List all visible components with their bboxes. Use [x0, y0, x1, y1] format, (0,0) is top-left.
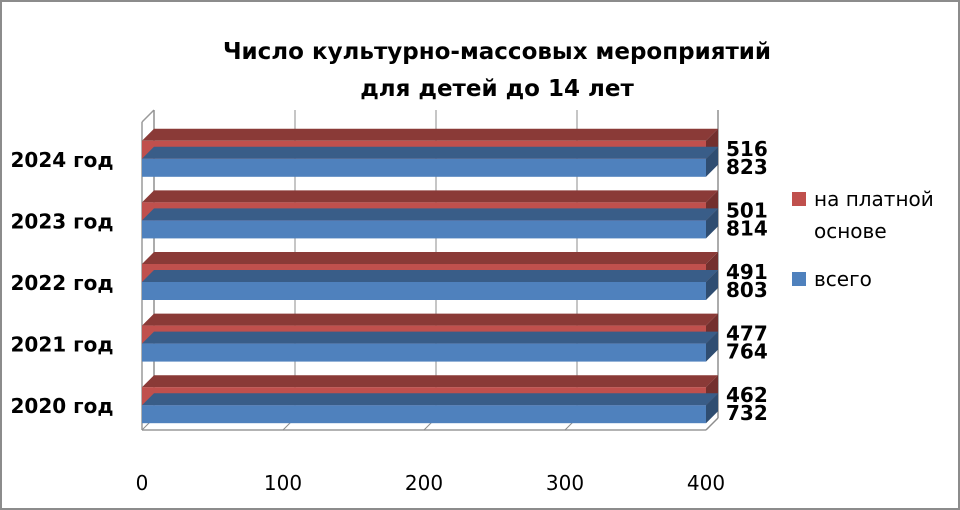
bar-top-face — [142, 313, 718, 326]
bar-side-face — [706, 270, 718, 300]
legend-label: всего — [814, 267, 872, 291]
legend-label: основе — [814, 219, 887, 243]
x-tick-label: 200 — [405, 471, 443, 495]
category-label: 2024 год — [11, 148, 114, 172]
data-label: 823 — [726, 155, 768, 179]
chart-title-line-2: для детей до 14 лет — [360, 76, 634, 102]
data-label: 501 — [726, 198, 768, 222]
legend-label: на платной — [814, 187, 934, 211]
bar-top-face — [142, 375, 718, 388]
bar-side-face — [706, 331, 718, 362]
category-label: 2021 год — [11, 333, 114, 357]
x-tick-label: 300 — [546, 471, 584, 495]
bar-top-face — [142, 393, 718, 406]
data-label: 462 — [726, 383, 768, 407]
category-label: 2023 год — [11, 209, 114, 233]
bar-top-face — [142, 128, 718, 141]
bar — [142, 405, 706, 424]
x-tick-label: 400 — [687, 471, 725, 495]
data-label: 477 — [726, 322, 768, 346]
floor-gridline — [705, 417, 719, 431]
bar-top-face — [142, 208, 718, 221]
bar-top-face — [142, 252, 718, 264]
x-tick-label: 100 — [264, 471, 302, 495]
category-label: 2020 год — [11, 394, 114, 418]
bar-side-face — [706, 393, 718, 424]
bar-top-face — [142, 331, 718, 344]
bar — [142, 343, 706, 362]
x-tick-label: 0 — [136, 471, 149, 495]
bar-side-face — [706, 146, 718, 177]
bar — [142, 158, 706, 177]
bar-side-face — [706, 208, 718, 239]
bar — [142, 282, 706, 300]
legend-swatch — [792, 192, 806, 206]
data-label: 764 — [726, 340, 768, 364]
data-label: 516 — [726, 137, 768, 161]
legend-swatch — [792, 272, 806, 286]
bar-top-face — [142, 146, 718, 159]
category-label: 2022 год — [11, 271, 114, 295]
data-label: 814 — [726, 216, 768, 240]
data-label: 491 — [726, 260, 768, 284]
data-label: 732 — [726, 401, 768, 425]
bar — [142, 220, 706, 239]
wall-top-left-edge — [141, 109, 155, 123]
chart-title-line-1: Число культурно-массовых мероприятий — [223, 39, 771, 65]
legend: на платной основе всего — [792, 187, 934, 291]
bar-top-face — [142, 190, 718, 203]
data-label: 803 — [726, 278, 768, 302]
bar-top-face — [142, 270, 718, 282]
